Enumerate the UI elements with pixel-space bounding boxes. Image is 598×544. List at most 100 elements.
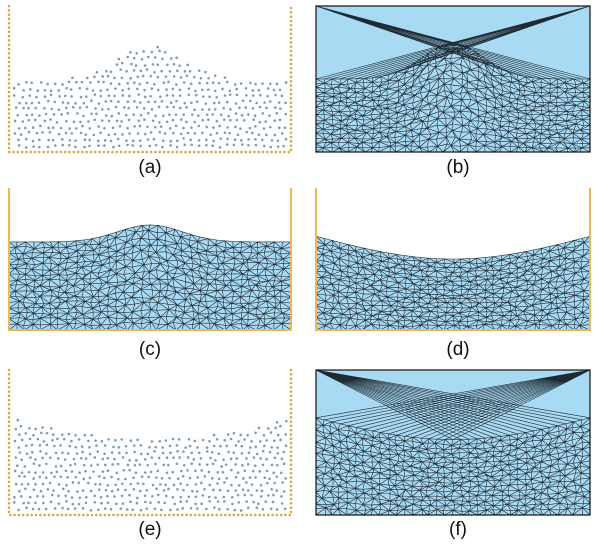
particle (72, 106, 75, 109)
particle (126, 144, 129, 147)
particle (242, 99, 245, 102)
particle (208, 108, 211, 111)
particle (99, 95, 102, 98)
particle (56, 471, 59, 474)
particle (158, 106, 161, 109)
particle (150, 51, 153, 54)
particle (151, 108, 154, 111)
particle (107, 484, 110, 487)
particle (281, 95, 284, 98)
particle (193, 109, 196, 112)
particle (196, 490, 199, 493)
particle (179, 482, 182, 485)
particle (193, 76, 196, 79)
particle (32, 145, 35, 148)
particle (147, 112, 150, 115)
particle (196, 476, 199, 479)
particle (137, 132, 140, 135)
particle (32, 477, 35, 480)
particle (139, 490, 142, 493)
particle (144, 64, 147, 67)
particle (212, 126, 215, 129)
particle (194, 469, 197, 472)
particle (145, 489, 148, 492)
particle (276, 446, 279, 449)
particle (146, 125, 149, 128)
particle (228, 132, 231, 135)
particle (202, 439, 205, 442)
particle (276, 421, 279, 424)
particle (273, 119, 276, 122)
particle (30, 82, 33, 85)
particle (108, 120, 111, 123)
particle (84, 133, 87, 136)
particle (204, 71, 207, 74)
particle (219, 146, 222, 149)
particle (34, 458, 37, 461)
particle (216, 120, 219, 123)
particle (71, 503, 74, 506)
particle (185, 121, 188, 124)
particle (88, 446, 91, 449)
particle (25, 146, 28, 149)
particle (90, 112, 93, 115)
particle (164, 483, 167, 486)
particle (135, 459, 138, 462)
particle (132, 113, 135, 116)
particle (86, 88, 89, 91)
particle (68, 127, 71, 130)
particle (27, 502, 30, 505)
particle (68, 445, 71, 448)
particle (256, 453, 259, 456)
particle (137, 93, 140, 96)
particle (229, 119, 232, 122)
domain-fill (316, 370, 590, 515)
particle (269, 83, 272, 86)
particle (195, 94, 198, 97)
particle (216, 438, 219, 441)
particle (195, 496, 198, 499)
particle (144, 471, 147, 474)
particle (233, 432, 236, 435)
particle (32, 434, 35, 437)
particle (165, 495, 168, 498)
particle (147, 101, 150, 104)
particle (27, 107, 30, 110)
particle (21, 471, 24, 474)
particle (24, 432, 27, 435)
particle (78, 496, 81, 499)
particle (172, 438, 175, 441)
particle (234, 83, 237, 86)
particle (240, 82, 243, 85)
particle (264, 500, 267, 503)
particle (246, 434, 249, 437)
particle (225, 445, 228, 448)
particle (201, 89, 204, 92)
particle (121, 494, 124, 497)
particle (142, 483, 145, 486)
particle (249, 446, 252, 449)
particle (143, 107, 146, 110)
particle (259, 457, 262, 460)
particle (96, 463, 99, 466)
particle (265, 107, 268, 110)
particle (86, 106, 89, 109)
particle (207, 118, 210, 121)
particle (254, 138, 257, 141)
particle (164, 132, 167, 135)
particle (179, 496, 182, 499)
particle (78, 87, 81, 90)
panel-label: (e) (138, 519, 161, 540)
particle (182, 137, 185, 140)
particle (149, 501, 152, 504)
particle (45, 113, 48, 116)
particle (120, 438, 123, 441)
particle (285, 81, 288, 84)
particle (115, 106, 118, 109)
particle (168, 477, 171, 480)
particle (208, 95, 211, 98)
particle (190, 462, 193, 465)
particle (198, 463, 201, 466)
particle (212, 140, 215, 143)
particle (89, 453, 92, 456)
